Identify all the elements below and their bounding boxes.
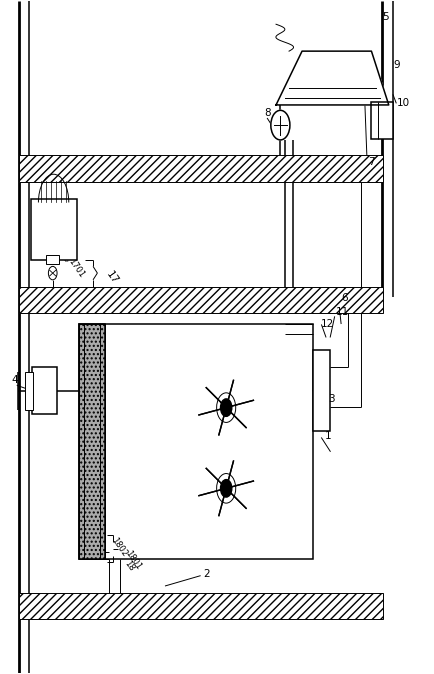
Bar xyxy=(46,255,59,264)
Text: 3: 3 xyxy=(327,394,334,404)
Text: 1801: 1801 xyxy=(123,549,142,571)
Bar xyxy=(24,372,33,410)
Bar xyxy=(19,286,382,313)
Text: 9: 9 xyxy=(392,60,399,70)
Bar xyxy=(79,324,312,559)
Text: 1702: 1702 xyxy=(37,229,57,251)
Text: 8: 8 xyxy=(264,109,270,119)
Bar xyxy=(19,156,382,182)
Text: 1703: 1703 xyxy=(52,243,71,265)
Text: 1701: 1701 xyxy=(66,257,86,280)
Text: 17: 17 xyxy=(104,270,119,286)
Polygon shape xyxy=(276,51,388,105)
Circle shape xyxy=(270,111,289,140)
Bar xyxy=(31,199,76,259)
Text: 4: 4 xyxy=(12,375,18,385)
Text: 2: 2 xyxy=(203,569,210,579)
Text: 11: 11 xyxy=(335,307,349,317)
Bar xyxy=(79,324,105,559)
Text: 10: 10 xyxy=(396,98,409,108)
Circle shape xyxy=(220,399,231,417)
Text: 5: 5 xyxy=(381,11,388,22)
Bar xyxy=(312,350,329,431)
Bar xyxy=(32,367,57,415)
Bar xyxy=(19,592,382,619)
Text: 6: 6 xyxy=(340,293,347,303)
Circle shape xyxy=(48,266,57,280)
Text: 18: 18 xyxy=(122,559,135,573)
Text: 12: 12 xyxy=(320,319,333,329)
Text: 1: 1 xyxy=(324,431,331,441)
Text: 1802: 1802 xyxy=(109,537,128,559)
Bar xyxy=(79,324,105,559)
Bar xyxy=(371,102,392,139)
Text: 7: 7 xyxy=(368,158,374,167)
Circle shape xyxy=(220,480,231,497)
